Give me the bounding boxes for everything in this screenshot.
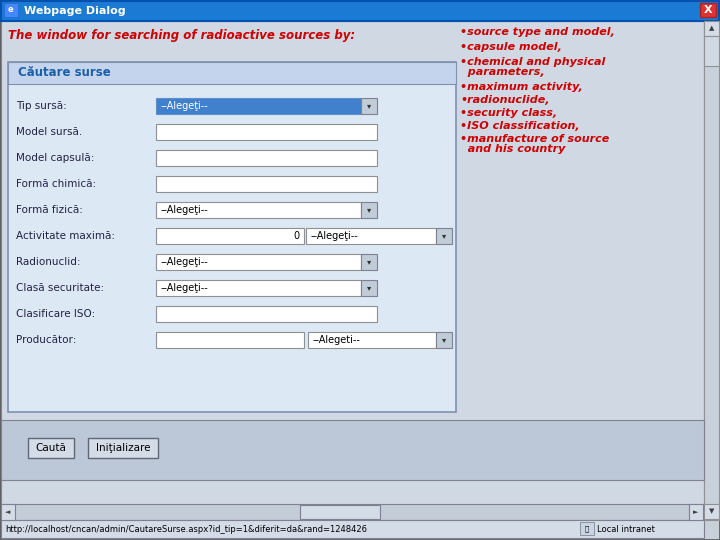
FancyBboxPatch shape xyxy=(580,522,594,535)
Text: ◄: ◄ xyxy=(5,509,11,515)
Text: Producător:: Producător: xyxy=(16,335,76,345)
Text: Model sursă.: Model sursă. xyxy=(16,127,82,137)
FancyBboxPatch shape xyxy=(1,520,704,538)
Text: ▾: ▾ xyxy=(442,232,446,240)
FancyBboxPatch shape xyxy=(156,124,377,140)
FancyBboxPatch shape xyxy=(1,1,719,21)
Text: Activitate maximă:: Activitate maximă: xyxy=(16,231,115,241)
FancyBboxPatch shape xyxy=(1,504,704,520)
Text: Iniţializare: Iniţializare xyxy=(96,443,150,453)
Text: •ISO classification,: •ISO classification, xyxy=(460,121,580,131)
FancyBboxPatch shape xyxy=(156,98,361,114)
Text: •maximum activity,: •maximum activity, xyxy=(460,82,582,92)
Text: ▾: ▾ xyxy=(367,206,371,214)
FancyBboxPatch shape xyxy=(689,504,703,520)
FancyBboxPatch shape xyxy=(156,332,304,348)
Text: Local intranet: Local intranet xyxy=(597,524,655,534)
Text: Model capsulă:: Model capsulă: xyxy=(16,153,94,163)
FancyBboxPatch shape xyxy=(704,504,719,519)
FancyBboxPatch shape xyxy=(436,332,452,348)
Text: Clasă securitate:: Clasă securitate: xyxy=(16,283,104,293)
FancyBboxPatch shape xyxy=(156,280,361,296)
Text: --Alegeţi--: --Alegeţi-- xyxy=(161,257,209,267)
Text: ▾: ▾ xyxy=(367,284,371,293)
FancyBboxPatch shape xyxy=(1,21,704,520)
Text: ▾: ▾ xyxy=(442,335,446,345)
FancyBboxPatch shape xyxy=(156,254,361,270)
FancyBboxPatch shape xyxy=(1,504,15,520)
FancyBboxPatch shape xyxy=(8,62,456,412)
FancyBboxPatch shape xyxy=(308,332,436,348)
FancyBboxPatch shape xyxy=(28,438,74,458)
FancyBboxPatch shape xyxy=(156,202,361,218)
FancyBboxPatch shape xyxy=(361,202,377,218)
Text: http://localhost/cncan/admin/CautareSurse.aspx?id_tip=1&diferit=da&rand=1248426: http://localhost/cncan/admin/CautareSurs… xyxy=(5,524,367,534)
Text: 🌐: 🌐 xyxy=(585,525,589,532)
Text: ▼: ▼ xyxy=(708,509,714,515)
Text: e: e xyxy=(8,5,14,15)
FancyBboxPatch shape xyxy=(156,306,377,322)
FancyBboxPatch shape xyxy=(156,228,304,244)
Text: •security class,: •security class, xyxy=(460,108,557,118)
Text: parameters,: parameters, xyxy=(460,67,544,77)
FancyBboxPatch shape xyxy=(704,36,719,66)
FancyBboxPatch shape xyxy=(361,254,377,270)
Text: Formă chimică:: Formă chimică: xyxy=(16,179,96,189)
Text: --Alegeţi--: --Alegeţi-- xyxy=(311,231,359,241)
FancyBboxPatch shape xyxy=(361,98,377,114)
Text: Căutare surse: Căutare surse xyxy=(18,66,111,79)
Text: The window for searching of radioactive sources by:: The window for searching of radioactive … xyxy=(8,30,355,43)
FancyBboxPatch shape xyxy=(4,3,18,17)
Text: •manufacture of source: •manufacture of source xyxy=(460,134,609,144)
Text: 0: 0 xyxy=(294,231,300,241)
Text: and his country: and his country xyxy=(460,144,565,154)
Text: Caută: Caută xyxy=(35,443,66,453)
Text: X: X xyxy=(703,5,712,15)
FancyBboxPatch shape xyxy=(361,280,377,296)
Text: --Alegeţi--: --Alegeţi-- xyxy=(161,205,209,215)
Text: •capsule model,: •capsule model, xyxy=(460,42,562,52)
Text: Formă fizică:: Formă fizică: xyxy=(16,205,83,215)
FancyBboxPatch shape xyxy=(8,62,456,84)
FancyBboxPatch shape xyxy=(436,228,452,244)
Text: ▾: ▾ xyxy=(367,258,371,267)
Text: ▲: ▲ xyxy=(708,25,714,31)
FancyBboxPatch shape xyxy=(700,3,716,17)
FancyBboxPatch shape xyxy=(156,176,377,192)
Text: Tip sursă:: Tip sursă: xyxy=(16,101,67,111)
Text: --Alegeţi--: --Alegeţi-- xyxy=(161,283,209,293)
Text: ►: ► xyxy=(693,509,698,515)
Text: Webpage Dialog: Webpage Dialog xyxy=(24,5,125,16)
Text: Radionuclid:: Radionuclid: xyxy=(16,257,81,267)
Text: ▾: ▾ xyxy=(367,102,371,111)
FancyBboxPatch shape xyxy=(300,505,380,519)
FancyBboxPatch shape xyxy=(1,420,704,480)
Text: •source type and model,: •source type and model, xyxy=(460,27,615,37)
Text: --Alegeti--: --Alegeti-- xyxy=(313,335,361,345)
Text: --Alegeţi--: --Alegeţi-- xyxy=(161,101,209,111)
Text: •radionuclide,: •radionuclide, xyxy=(460,95,549,105)
Text: Clasificare ISO:: Clasificare ISO: xyxy=(16,309,95,319)
FancyBboxPatch shape xyxy=(88,438,158,458)
FancyBboxPatch shape xyxy=(704,21,719,36)
Text: •chemical and physical: •chemical and physical xyxy=(460,57,606,67)
FancyBboxPatch shape xyxy=(704,21,719,520)
FancyBboxPatch shape xyxy=(306,228,436,244)
FancyBboxPatch shape xyxy=(156,150,377,166)
